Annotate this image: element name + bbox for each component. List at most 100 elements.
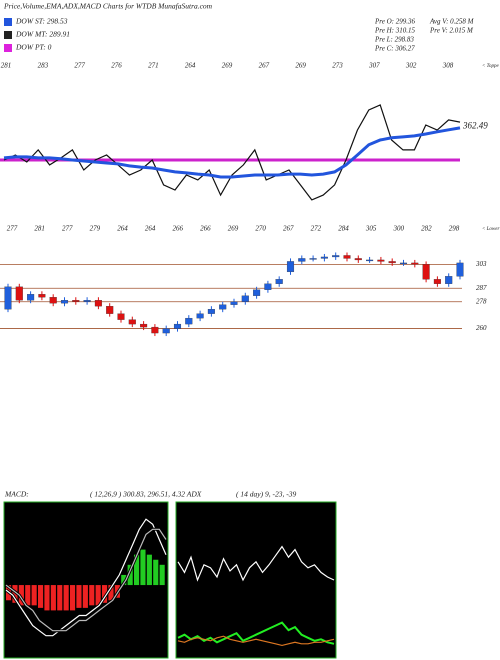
macd-bar (95, 585, 101, 606)
macd-title: MACD: (4, 490, 29, 499)
candle-body (219, 304, 227, 310)
candle-body (253, 289, 261, 296)
candle-body (72, 300, 80, 302)
candle-body (433, 279, 441, 284)
top-label: 298 (449, 225, 460, 233)
candle-body (4, 286, 12, 310)
candle-body (354, 258, 362, 261)
stat: Pre H: 310.15 (374, 27, 415, 35)
legend-swatch (4, 18, 12, 26)
top-label: 277 (62, 225, 73, 233)
candle-body (241, 295, 249, 302)
macd-bar (159, 564, 165, 586)
candle-body (445, 276, 453, 284)
macd-line (5, 518, 167, 637)
candle-body (286, 261, 295, 273)
y-tick-label: 260 (476, 324, 487, 332)
macd-bar (44, 585, 50, 611)
macd-bar (57, 585, 63, 611)
top-label: 264 (117, 225, 128, 233)
stat: Avg V: 0.258 M (429, 18, 475, 26)
candle-body (388, 261, 396, 264)
macd-bar (25, 585, 31, 606)
macd-bar (70, 585, 76, 611)
macd-bar (89, 585, 95, 606)
candle-body (117, 313, 125, 320)
macd-bar (18, 585, 24, 606)
top-label: 269 (222, 62, 233, 70)
top-label: 283 (38, 62, 49, 70)
last-value-label: 362.49 (462, 121, 488, 131)
candle-body (320, 256, 328, 259)
legend-label: DOW ST: 298.53 (15, 17, 68, 26)
candle-body (230, 301, 238, 305)
macd-bar (127, 564, 133, 586)
top-label: 269 (295, 62, 306, 70)
candle-body (196, 313, 204, 319)
macd-line (5, 528, 167, 632)
candle-body (60, 300, 69, 304)
adx-panel (175, 501, 337, 659)
macd-bar (121, 574, 127, 586)
candle-body (332, 255, 340, 258)
macd-bar (50, 585, 56, 611)
side-label: < Lower (482, 227, 499, 232)
y-tick-label: 278 (476, 297, 487, 305)
macd-bar (102, 585, 108, 603)
macd-bar (108, 585, 114, 601)
macd-bar (38, 585, 44, 608)
top-label: 266 (173, 225, 184, 233)
macd-bar (134, 554, 140, 586)
candle-body (83, 300, 91, 302)
top-label: 277 (74, 62, 85, 70)
candle-body (162, 328, 170, 334)
macd-bar (12, 585, 18, 603)
candle-body (140, 323, 148, 328)
top-label: 277 (7, 225, 18, 233)
top-label: 300 (393, 225, 405, 233)
top-label: 305 (365, 225, 377, 233)
legend-swatch (4, 44, 12, 52)
stat: Pre C: 306.27 (374, 45, 415, 53)
adx-line (177, 621, 335, 645)
macd-bar (63, 585, 69, 611)
top-label: 307 (368, 62, 380, 70)
macd-bar (31, 585, 37, 606)
price-line (3, 126, 461, 179)
candle-body (207, 309, 215, 314)
top-label: 270 (255, 225, 266, 233)
candle-body (38, 294, 46, 298)
price-line (3, 104, 461, 201)
top-label: 276 (111, 62, 122, 70)
macd-subtitle: ( 12,26,9 ) 300.83, 296.51, 4.32 ADX (90, 490, 202, 499)
top-label: 281 (34, 225, 45, 233)
legend-label: DOW MT: 289.91 (15, 30, 70, 39)
top-label: 264 (145, 225, 156, 233)
candle-body (173, 323, 182, 329)
candle-body (94, 300, 102, 307)
macd-bar (146, 554, 152, 586)
candle-body (298, 258, 306, 262)
top-label: 264 (185, 62, 196, 70)
candle-body (411, 262, 419, 265)
stat: Pre V: 2.015 M (429, 27, 474, 35)
top-label: 273 (332, 62, 343, 70)
page-title: Price,Volume,EMA,ADX,MACD Charts for WTD… (3, 2, 213, 11)
candle-body (377, 259, 385, 262)
legend-label: DOW PT: 0 (15, 43, 52, 52)
candle-body (15, 286, 23, 301)
stat: Pre O: 299.36 (374, 18, 415, 26)
y-tick-label: 287 (476, 284, 487, 292)
candle-body (366, 259, 374, 262)
top-label: 279 (90, 225, 101, 233)
adx-title: ( 14 day) 9, -23, -39 (236, 490, 296, 499)
top-label: 281 (1, 62, 12, 70)
candle-body (264, 283, 272, 290)
top-label: 272 (311, 225, 322, 233)
macd-bar (153, 559, 159, 586)
side-label: < Toppe (482, 64, 499, 69)
candle-body (309, 258, 317, 260)
candle-body (106, 306, 114, 314)
candle-body (151, 326, 159, 334)
candle-body (343, 255, 351, 259)
